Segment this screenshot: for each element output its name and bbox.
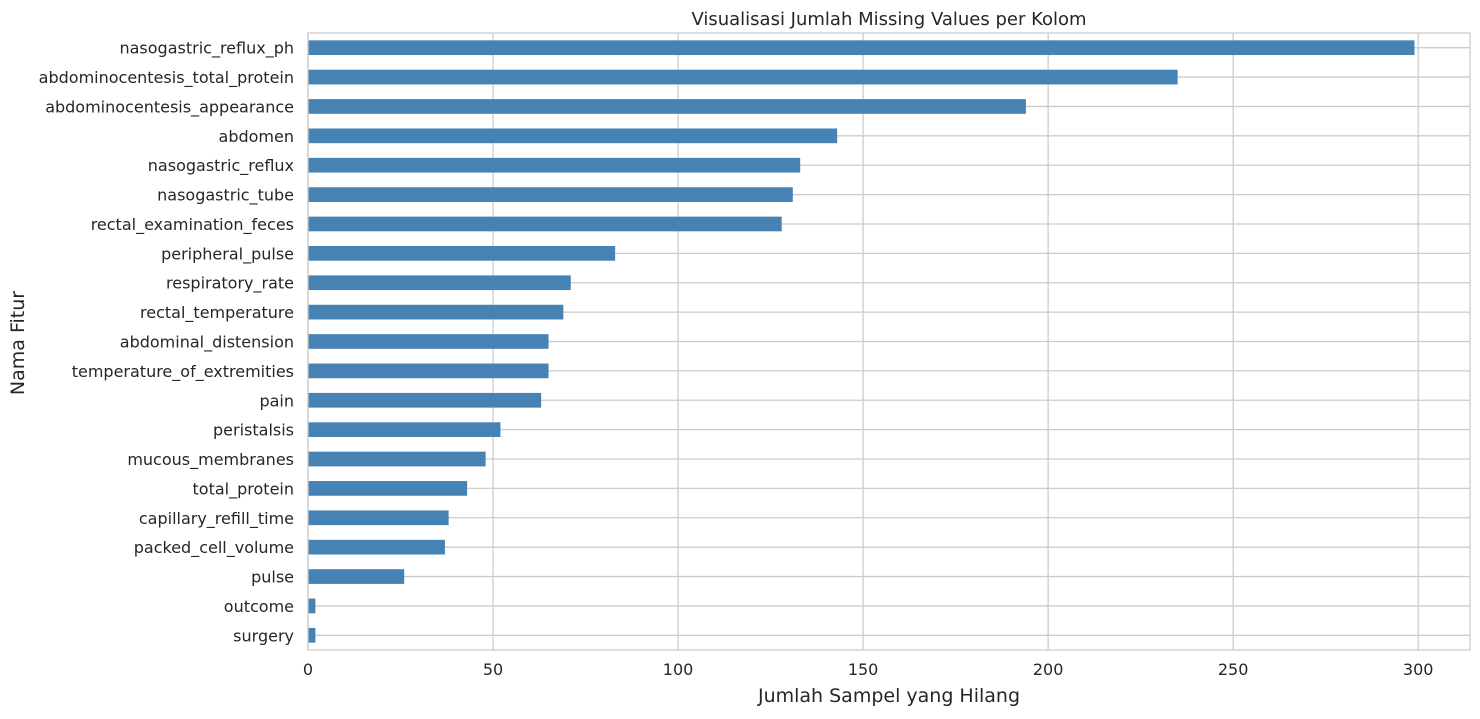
x-axis-label: Jumlah Sampel yang Hilang [757, 685, 1020, 707]
bar-pain [308, 392, 542, 408]
y-tick-label: total_protein [193, 479, 294, 499]
bar-temperature-of-extremities [308, 363, 549, 379]
y-tick-labels: nasogastric_reflux_ph abdominocentesis_to… [39, 39, 294, 646]
bar-rectal-temperature [308, 304, 564, 320]
y-tick-label: rectal_temperature [140, 303, 294, 323]
bar-packed-cell-volume [308, 539, 445, 555]
x-tick-label: 0 [303, 660, 313, 679]
y-tick-label: temperature_of_extremities [72, 362, 294, 382]
bar-total-protein [308, 481, 468, 496]
bars [308, 40, 1415, 643]
y-tick-label: rectal_examination_feces [91, 215, 294, 235]
y-tick-label: nasogastric_reflux [148, 156, 294, 176]
y-tick-label: peristalsis [213, 421, 294, 440]
y-tick-label: capillary_refill_time [139, 509, 294, 529]
x-tick-label: 300 [1403, 660, 1434, 679]
y-tick-label: nasogastric_tube [157, 186, 294, 206]
x-tick-labels: 0 50 100 150 200 250 300 [303, 660, 1434, 679]
bar-rectal-examination-feces [308, 216, 782, 232]
y-tick-label: pulse [251, 568, 294, 587]
y-tick-label: surgery [233, 626, 294, 645]
bar-peristalsis [308, 422, 501, 437]
x-tick-label: 250 [1218, 660, 1249, 679]
bar-abdominocentesis-appearance [308, 99, 1026, 114]
x-tick-label: 150 [848, 660, 879, 679]
bar-abdominocentesis-total-protein [308, 69, 1178, 85]
x-tick-label: 100 [663, 660, 694, 679]
y-tick-label: peripheral_pulse [161, 244, 294, 264]
y-tick-label: abdominocentesis_appearance [45, 97, 294, 117]
x-tick-label: 50 [483, 660, 503, 679]
y-tick-label: abdominocentesis_total_protein [39, 68, 294, 88]
y-tick-label: packed_cell_volume [134, 538, 294, 558]
y-tick-label: outcome [224, 597, 294, 616]
y-axis-label: Nama Fitur [7, 291, 29, 395]
bar-nasogastric-reflux [308, 157, 801, 173]
y-tick-label: nasogastric_reflux_ph [119, 39, 294, 59]
x-tick-label: 200 [1033, 660, 1064, 679]
bar-outcome [308, 598, 316, 614]
bar-abdomen [308, 128, 838, 144]
chart-title: Visualisasi Jumlah Missing Values per Ko… [691, 9, 1086, 30]
bar-nasogastric-tube [308, 187, 793, 202]
bar-peripheral-pulse [308, 246, 616, 261]
bar-abdominal-distension [308, 334, 549, 349]
bar-capillary-refill-time [308, 510, 449, 526]
y-tick-label: respiratory_rate [166, 274, 294, 294]
y-tick-label: mucous_membranes [127, 450, 294, 470]
bar-mucous-membranes [308, 451, 486, 467]
bar-nasogastric-reflux-ph [308, 40, 1415, 56]
y-tick-label: pain [259, 391, 294, 410]
bar-pulse [308, 569, 405, 584]
plot-frame [307, 32, 1471, 651]
y-tick-label: abdominal_distension [120, 333, 294, 353]
y-tick-label: abdomen [219, 127, 294, 146]
bar-surgery [308, 627, 316, 643]
bar-respiratory-rate [308, 275, 571, 291]
